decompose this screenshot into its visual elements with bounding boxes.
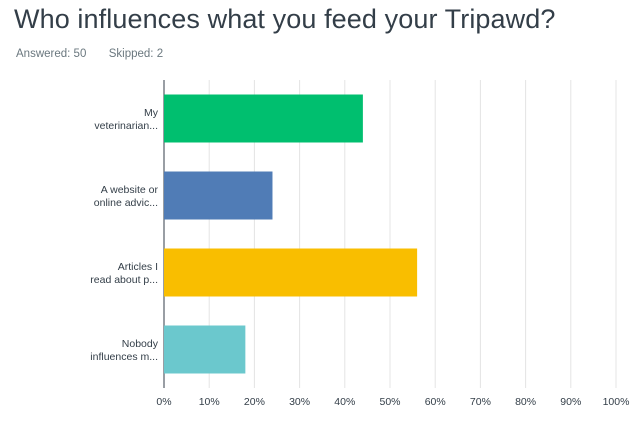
chart-title: Who influences what you feed your Tripaw… (14, 4, 556, 34)
bar (164, 325, 246, 374)
category-label: influences m... (90, 351, 158, 363)
answered-count: 50 (73, 48, 87, 60)
category-label: online advic... (94, 197, 158, 209)
x-tick-label: 100% (603, 396, 630, 408)
category-label: read about p... (90, 274, 158, 286)
x-tick-label: 10% (199, 396, 220, 408)
category-label: Articles I (118, 261, 158, 273)
category-label: veterinarian... (94, 120, 158, 132)
bar (164, 171, 273, 220)
x-tick-label: 50% (379, 396, 400, 408)
x-tick-label: 70% (470, 396, 491, 408)
category-label: My (144, 107, 159, 119)
bar (164, 94, 363, 143)
x-tick-label: 60% (425, 396, 446, 408)
skipped-count: 2 (156, 48, 164, 60)
category-label: A website or (101, 184, 159, 196)
response-stats: Answered: 50 Skipped: 2 (16, 48, 163, 60)
x-axis-tick-labels: 0% 10% 20% 30% 40% 50% 60% 70% 80% 90% 100% (156, 396, 629, 408)
gridlines (163, 80, 617, 388)
x-tick-label: 40% (334, 396, 355, 408)
x-tick-label: 30% (289, 396, 310, 408)
bars (164, 94, 418, 374)
x-tick-label: 0% (156, 396, 171, 408)
bar (164, 248, 418, 297)
x-tick-label: 20% (244, 396, 265, 408)
skipped-label: Skipped: (108, 48, 154, 60)
x-tick-label: 80% (515, 396, 536, 408)
category-label: Nobody (122, 338, 159, 350)
answered-label: Answered: (16, 48, 71, 60)
x-tick-label: 90% (560, 396, 581, 408)
